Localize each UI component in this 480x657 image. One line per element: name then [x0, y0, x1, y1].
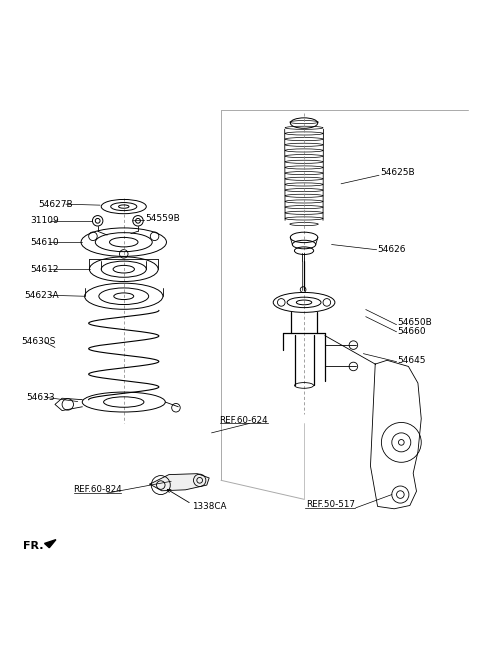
Text: 54630S: 54630S	[22, 337, 56, 346]
Text: 54626: 54626	[378, 245, 406, 254]
Text: 54660: 54660	[397, 327, 426, 336]
Text: 54627B: 54627B	[38, 200, 73, 209]
Text: 54623A: 54623A	[24, 291, 59, 300]
Text: 54625B: 54625B	[380, 168, 415, 177]
Text: REF.50-517: REF.50-517	[306, 501, 355, 509]
Text: REF.60-624: REF.60-624	[219, 416, 268, 424]
Text: 54610: 54610	[30, 238, 59, 246]
Text: 1338CA: 1338CA	[192, 502, 226, 511]
Polygon shape	[150, 474, 209, 491]
Text: 54559B: 54559B	[145, 214, 180, 223]
Polygon shape	[45, 539, 56, 548]
Text: 31109: 31109	[30, 216, 59, 225]
Text: 54645: 54645	[397, 356, 426, 365]
Text: FR.: FR.	[23, 541, 43, 551]
Text: 54633: 54633	[26, 393, 55, 402]
Text: REF.60-824: REF.60-824	[73, 486, 122, 494]
Text: 54650B: 54650B	[397, 318, 432, 327]
Text: 54612: 54612	[30, 265, 59, 274]
